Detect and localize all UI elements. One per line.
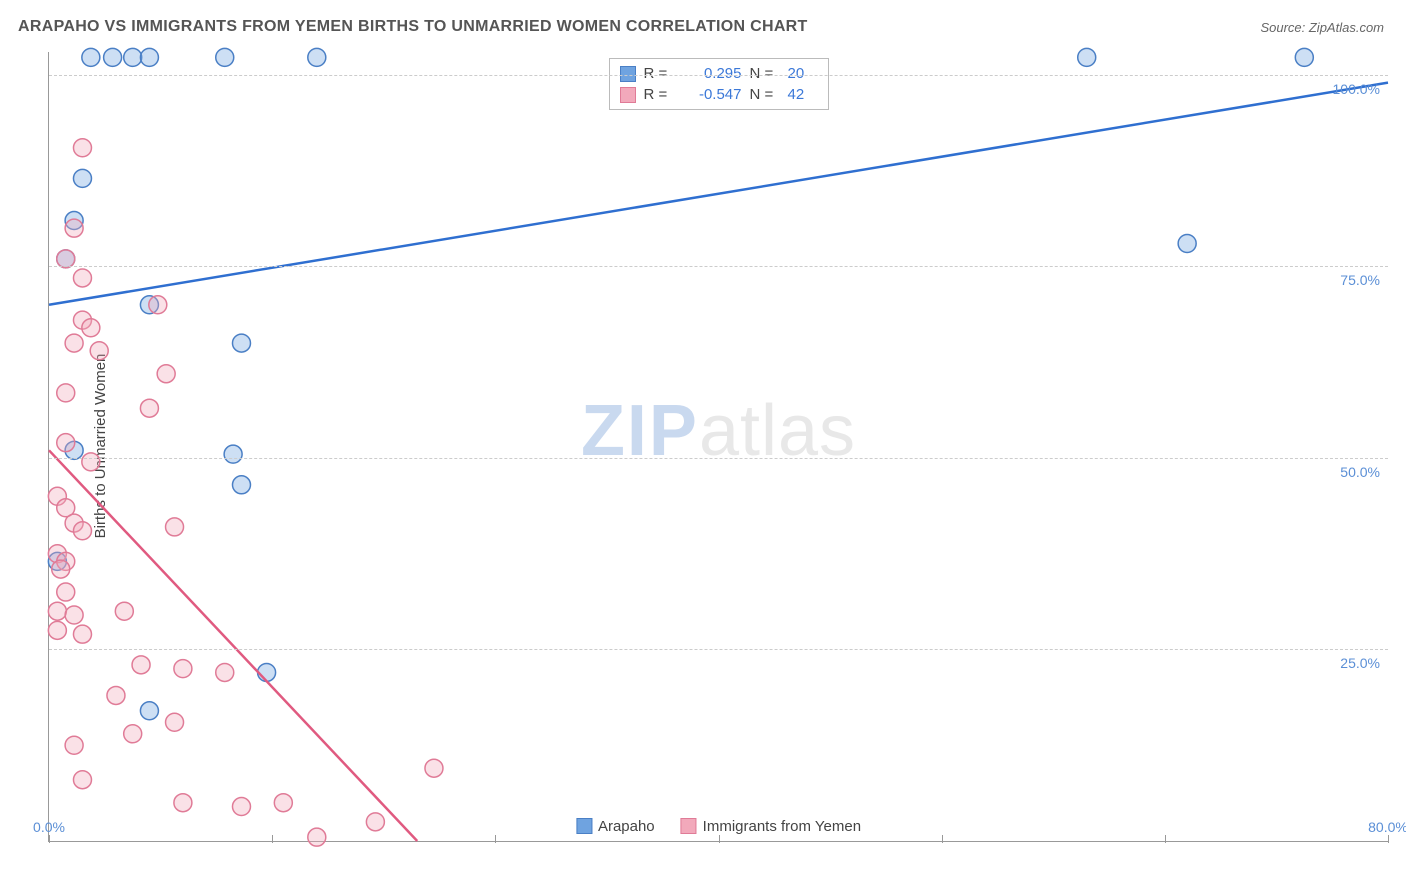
x-tick xyxy=(1165,835,1166,843)
data-point xyxy=(166,713,184,731)
legend-label-arapaho: Arapaho xyxy=(598,818,655,835)
data-point xyxy=(1295,48,1313,66)
gridline xyxy=(49,458,1388,459)
data-point xyxy=(232,334,250,352)
data-point xyxy=(124,48,142,66)
data-point xyxy=(57,434,75,452)
data-point xyxy=(82,48,100,66)
y-tick-label: 75.0% xyxy=(1340,272,1380,288)
source-attribution: Source: ZipAtlas.com xyxy=(1260,20,1384,35)
x-tick-label: 80.0% xyxy=(1368,819,1406,835)
data-point xyxy=(232,798,250,816)
data-point xyxy=(73,169,91,187)
data-point xyxy=(1078,48,1096,66)
data-point xyxy=(308,828,326,846)
y-tick-label: 25.0% xyxy=(1340,655,1380,671)
data-point xyxy=(57,250,75,268)
legend-swatch-arapaho-icon xyxy=(576,818,592,834)
data-point xyxy=(82,319,100,337)
data-point xyxy=(48,621,66,639)
gridline xyxy=(49,649,1388,650)
data-point xyxy=(57,583,75,601)
data-point xyxy=(65,219,83,237)
data-point xyxy=(65,736,83,754)
y-tick-label: 100.0% xyxy=(1333,81,1380,97)
data-point xyxy=(140,702,158,720)
legend-item-arapaho: Arapaho xyxy=(576,818,655,835)
data-point xyxy=(52,560,70,578)
data-point xyxy=(132,656,150,674)
x-tick xyxy=(719,835,720,843)
data-point xyxy=(65,606,83,624)
data-point xyxy=(1178,235,1196,253)
data-point xyxy=(224,445,242,463)
x-tick xyxy=(272,835,273,843)
gridline xyxy=(49,75,1388,76)
data-point xyxy=(115,602,133,620)
data-point xyxy=(140,399,158,417)
data-point xyxy=(57,384,75,402)
plot-svg xyxy=(49,52,1388,841)
data-point xyxy=(140,48,158,66)
data-point xyxy=(124,725,142,743)
data-point xyxy=(90,342,108,360)
y-tick-label: 50.0% xyxy=(1340,464,1380,480)
chart-container: ARAPAHO VS IMMIGRANTS FROM YEMEN BIRTHS … xyxy=(0,0,1406,892)
data-point xyxy=(65,334,83,352)
data-point xyxy=(73,139,91,157)
data-point xyxy=(82,453,100,471)
x-tick xyxy=(49,835,50,843)
data-point xyxy=(73,269,91,287)
regression-line xyxy=(49,450,417,841)
data-point xyxy=(104,48,122,66)
data-point xyxy=(73,771,91,789)
data-point xyxy=(258,663,276,681)
data-point xyxy=(107,686,125,704)
plot-area: ZIPatlas R = 0.295 N = 20 R = -0.547 N =… xyxy=(48,52,1388,842)
data-point xyxy=(366,813,384,831)
data-point xyxy=(216,663,234,681)
series-legend: Arapaho Immigrants from Yemen xyxy=(576,818,861,835)
x-tick xyxy=(1388,835,1389,843)
data-point xyxy=(425,759,443,777)
legend-swatch-yemen-icon xyxy=(681,818,697,834)
data-point xyxy=(174,660,192,678)
chart-title: ARAPAHO VS IMMIGRANTS FROM YEMEN BIRTHS … xyxy=(18,18,808,36)
data-point xyxy=(174,794,192,812)
data-point xyxy=(73,625,91,643)
legend-item-yemen: Immigrants from Yemen xyxy=(681,818,861,835)
data-point xyxy=(232,476,250,494)
data-point xyxy=(308,48,326,66)
data-point xyxy=(274,794,292,812)
x-tick-label: 0.0% xyxy=(33,819,65,835)
data-point xyxy=(73,522,91,540)
legend-label-yemen: Immigrants from Yemen xyxy=(703,818,861,835)
x-tick xyxy=(942,835,943,843)
data-point xyxy=(48,602,66,620)
regression-line xyxy=(49,83,1388,305)
gridline xyxy=(49,266,1388,267)
data-point xyxy=(216,48,234,66)
data-point xyxy=(157,365,175,383)
data-point xyxy=(166,518,184,536)
data-point xyxy=(149,296,167,314)
x-tick xyxy=(495,835,496,843)
